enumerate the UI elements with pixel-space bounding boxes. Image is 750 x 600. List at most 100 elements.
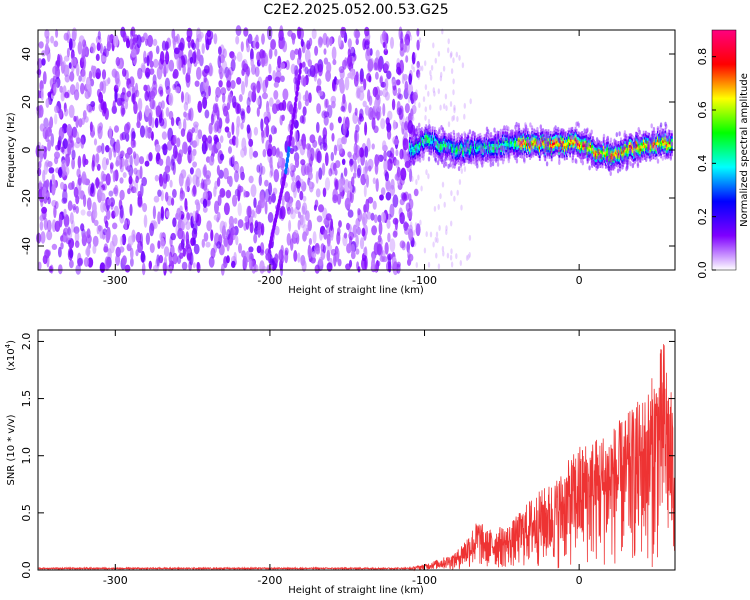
heatmap-signal-cell [500, 155, 502, 158]
heatmap-noise-cell [233, 251, 237, 264]
heatmap-noise-cell [70, 139, 75, 151]
heatmap-noise-cell [321, 162, 326, 176]
heatmap-noise-cell [334, 168, 338, 176]
heatmap-signal-cell [551, 142, 554, 146]
heatmap-signal-cell [456, 157, 459, 160]
heatmap-signal-cell [440, 141, 443, 145]
heatmap-noise-cell [260, 118, 264, 132]
heatmap-signal-cell [421, 135, 423, 139]
heatmap-signal-cell [409, 145, 411, 149]
heatmap-noise-cell [330, 227, 334, 241]
heatmap-halo-cell [434, 140, 437, 146]
heatmap-signal-cell [502, 128, 504, 132]
heatmap-noise-cell [157, 240, 161, 250]
heatmap-noise-cell [129, 203, 133, 216]
heatmap-noise-cell [53, 205, 57, 219]
heatmap-noise-cell [92, 209, 98, 219]
heatmap-noise-cell [222, 48, 227, 59]
heatmap-signal-cell [655, 139, 658, 142]
heatmap-signal-cell [504, 128, 507, 132]
heatmap-signal-cell [575, 131, 578, 135]
colorbar-gradient [711, 29, 737, 271]
heatmap-signal-cell [458, 139, 461, 143]
heatmap-signal-cell [439, 141, 442, 145]
heatmap-noise-cell [202, 191, 209, 202]
heatmap-signal-cell [477, 134, 480, 137]
heatmap-signal-cell [598, 160, 601, 164]
x-tick-label: -200 [257, 574, 282, 587]
heatmap-signal-cell [561, 147, 564, 150]
y-tick-label: 0.5 [20, 504, 33, 522]
heatmap-noise-cell [243, 145, 247, 156]
colorbar-label: Normalized spectral amplitude [739, 73, 750, 227]
heatmap-halo-cell [543, 156, 547, 162]
heatmap-signal-cell [474, 132, 476, 136]
heatmap-noise-cell [47, 196, 51, 205]
heatmap-signal-cell [526, 146, 528, 150]
snr-frame [37, 329, 676, 571]
heatmap-signal-cell [453, 156, 456, 159]
heatmap-signal-cell [446, 154, 449, 158]
heatmap-noise-cell [338, 220, 342, 228]
heatmap-signal-cell [452, 161, 455, 165]
heatmap-signal-cell [632, 150, 634, 153]
heatmap-noise-cell [315, 247, 321, 255]
heatmap-noise-cell [128, 175, 133, 185]
heatmap-signal-cell [429, 138, 432, 141]
heatmap-signal-cell [627, 150, 630, 154]
heatmap-signal-cell [624, 149, 627, 153]
heatmap-signal-cell [605, 163, 607, 166]
heatmap-noise-cell [363, 185, 367, 198]
heatmap-signal-cell [551, 137, 554, 140]
heatmap-signal-cell [492, 158, 495, 162]
heatmap-noise-cell [109, 162, 114, 170]
heatmap-signal-cell [415, 151, 418, 155]
heatmap-signal-cell [632, 138, 634, 142]
heatmap-noise-cell [304, 99, 309, 107]
heatmap-halo-cell [496, 142, 500, 148]
heatmap-signal-cell [501, 157, 503, 161]
heatmap-signal-cell [628, 139, 631, 143]
heatmap-halo-cell [418, 127, 421, 133]
heatmap-signal-cell [622, 161, 625, 164]
heatmap-noise-cell [244, 215, 249, 223]
heatmap-signal-cell [417, 140, 420, 144]
heatmap-signal-cell [474, 149, 476, 153]
heatmap-noise-cell [115, 56, 121, 67]
heatmap-signal-cell [601, 142, 604, 146]
heatmap-signal-cell [649, 158, 652, 162]
heatmap-signal-cell [669, 153, 672, 156]
heatmap-noise-cell [247, 33, 253, 44]
heatmap-signal-cell [412, 149, 415, 153]
heatmap-signal-cell [624, 141, 627, 144]
heatmap-noise-cell [161, 131, 167, 140]
heatmap-signal-cell [453, 150, 456, 153]
heatmap-noise-cell [162, 177, 167, 190]
heatmap-signal-cell [554, 130, 556, 134]
heatmap-signal-cell [452, 156, 455, 159]
heatmap-signal-cell [548, 135, 551, 139]
heatmap-noise-cell [322, 127, 328, 140]
heatmap-noise-cell [61, 163, 66, 178]
heatmap-signal-cell [636, 138, 639, 142]
heatmap-noise-cell [182, 64, 186, 75]
heatmap-signal-cell [660, 152, 662, 156]
heatmap-noise-cell [262, 149, 267, 158]
heatmap-signal-cell [668, 147, 671, 151]
heatmap-noise-cell [78, 35, 85, 46]
heatmap-signal-cell [615, 158, 618, 162]
heatmap-noise-cell [61, 60, 66, 71]
heatmap-halo-cell [429, 145, 433, 151]
heatmap-noise-cell [399, 148, 404, 160]
heatmap-signal-cell [515, 138, 517, 141]
heatmap-signal-cell [532, 140, 535, 143]
heatmap-noise-cell [249, 222, 254, 234]
heatmap-signal-cell [432, 151, 435, 155]
heatmap-noise-cell [465, 255, 469, 261]
heatmap-signal-cell [497, 139, 500, 143]
heatmap-signal-cell [559, 129, 562, 133]
heatmap-halo-cell [483, 148, 486, 154]
heatmap-signal-cell [523, 153, 526, 157]
heatmap-noise-cell [193, 243, 200, 255]
heatmap-signal-cell [431, 132, 434, 135]
